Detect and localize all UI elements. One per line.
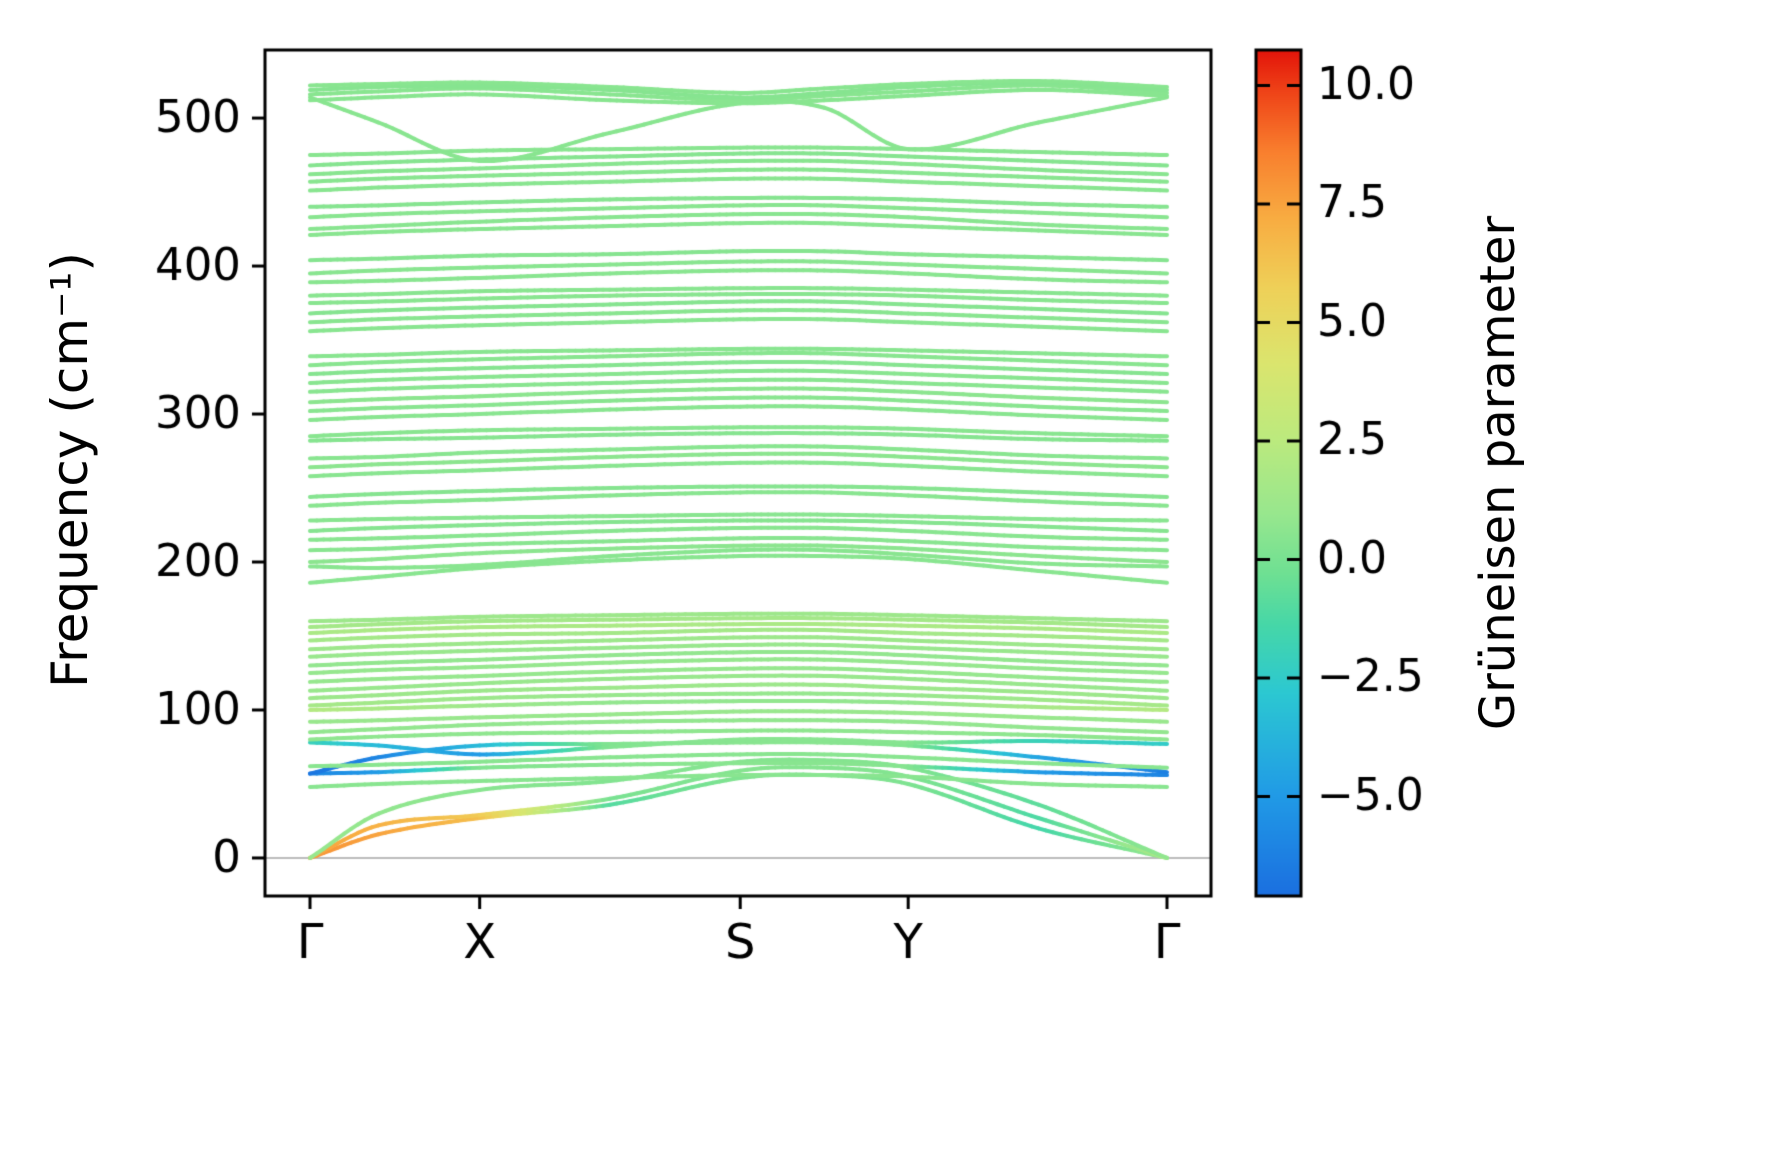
y-axis-label: Frequency (cm⁻¹) bbox=[41, 252, 99, 688]
colorbar-label: Grüneisen parameter bbox=[1470, 215, 1526, 731]
